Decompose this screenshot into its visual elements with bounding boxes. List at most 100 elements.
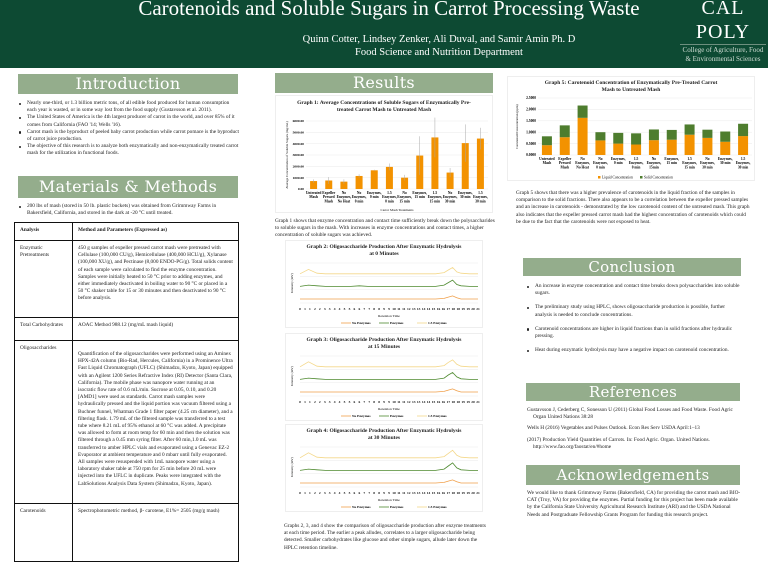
x-tick-label: 5 [344,307,346,311]
x-axis-label: Retention Time [378,407,400,411]
x-tick-label: 1.5 [741,157,746,161]
x-tick-label: Pressed [559,161,571,165]
x-tick-label: 0 min [355,199,364,203]
graph-3: Graph 3: Oligosaccharide Production Afte… [285,333,483,421]
graph-3-plot: Intensity (mV)0 1 1 2 2 3 3 4 4 5 5 6 6 7 7 8 8 9 9 10 11 11 1… [290,355,480,418]
chart-title: Graph 2: Oligosaccharide Production Afte… [306,244,462,257]
y-tick-label: 6000.00 [293,119,305,123]
results-heading: Results [275,73,493,93]
table-row: Total Carbohydrates AOAC Method 988.12 (m… [14,317,239,341]
x-tick-label: 6 [358,307,360,311]
series-line [299,462,478,471]
table-row: Oligosaccharides Quantification of the ol… [14,340,239,504]
x-tick-label: 7 [368,491,370,495]
x-tick-label: 30 min [720,161,730,165]
x-tick-label: 20 [471,491,475,495]
x-tick-label: 4 [339,491,341,495]
methods-table: Analysis Method and Parameters (Expressed… [14,222,239,562]
bar-segment [738,136,749,155]
x-tick-label: No [357,191,362,195]
x-tick-label: 0 min [632,165,641,169]
x-tick-label: 1.5 [433,191,438,195]
bar-segment [595,140,606,155]
x-tick-label: Mash [324,199,333,203]
x-tick-label: 2 [314,307,316,311]
table-cell: AOAC Method 988.12 (mg/mL mash liquid) [72,317,239,341]
x-tick-label: 3 [329,491,331,495]
bar-segment [577,117,588,155]
x-tick-label: 18 [452,400,456,404]
x-tick-label: 21 [476,307,480,311]
x-tick-label: Enzymes, [664,157,679,161]
x-tick-label: 1 [304,400,306,404]
legend-label: Solid Concentration [644,176,673,180]
x-tick-label: 20 [471,400,475,404]
x-tick-label: 5 [349,400,351,404]
x-tick-label: 0 min [370,195,379,199]
x-tick-label: 1 [309,307,311,311]
bar-segment [684,124,695,135]
chart-title: Graph 4: Oligosaccharide Production Afte… [306,428,462,441]
x-tick-label: 0 min [614,161,623,165]
x-tick-label: 18 [456,307,460,311]
x-tick-label: Mash [560,165,569,169]
y-tick-label: 1.0000 [526,130,536,134]
legend-swatch [640,176,643,179]
bar-segment [577,105,588,118]
logo-sub: College of Agriculture, Food & Environme… [682,46,764,63]
introduction-list: Nearly one-third, or 1.3 billion metric … [18,100,240,158]
y-tick-label: 0.5000 [526,142,536,146]
list-item: Carrot mash is the byproduct of peeled b… [18,129,240,143]
x-tick-label: 15 [432,491,436,495]
x-tick-label: Expeller [322,191,335,195]
graph-2: Graph 2: Oligosaccharide Production Afte… [285,240,483,328]
department: Food Science and Nutrition Department [355,47,523,58]
x-tick-label: 13 [412,491,416,495]
x-tick-label: 12 [407,491,411,495]
x-tick-label: No [580,157,585,161]
x-tick-label: 11 [397,400,401,404]
x-tick-label: 19 [461,400,465,404]
x-tick-label: 10 [392,400,396,404]
x-tick-label: No [652,157,657,161]
graph-4: Graph 4: Oligosaccharide Production Afte… [285,424,483,512]
x-tick-label: Enzymes, [352,195,367,199]
x-tick-label: 19 [461,491,465,495]
results-text-2: Graphs 2, 3, and 4 show the comparison o… [284,523,486,551]
x-tick-label: 0 [299,307,301,311]
series-line [300,479,478,484]
table-cell: Enzymatic Pretreatments [14,240,73,318]
x-tick-label: 17 [447,400,451,404]
y-tick-label: 4000.00 [293,142,305,146]
x-tick-label: 0 min [385,199,394,203]
x-tick-label: 9 [383,491,385,495]
table-cell: Spectrophotometric method, β- carotene, … [72,503,239,562]
x-tick-label: No Heat [338,199,351,203]
x-tick-label: No [705,157,710,161]
y-axis-label: Intensity (mV) [290,366,294,386]
reference-item: (2017) Production Yield Quantities of Ca… [527,436,710,450]
x-tick-label: 16 [442,491,446,495]
x-tick-label: Enzymes, [700,161,715,165]
list-item: The preliminary study using HPLC, shows … [526,304,742,318]
x-tick-label: 4 [334,491,336,495]
y-tick-label: 2.5000 [526,96,536,100]
legend-label: 1.5 Enzymes [428,414,447,418]
bar [461,143,469,189]
x-tick-label: 10 [392,491,396,495]
x-tick-label: Enzymes, [575,161,590,165]
x-tick-label: 30 min [475,199,485,203]
x-tick-label: Enzymes, [412,191,427,195]
x-tick-label: 18 [452,491,456,495]
bar-segment [631,144,642,155]
x-axis-label: Retention Time [378,314,400,318]
table-header: Analysis [14,222,73,241]
x-tick-label: 1.5 [634,157,639,161]
x-tick-label: 9 [383,400,385,404]
x-tick-label: 13 [412,307,416,311]
table-row: Enzymatic Pretreatments 450 g samples of … [14,240,239,318]
graph-2-plot: Intensity (mV)0 1 1 2 2 3 3 4 4 5 5 6 6 7 7 8 8 9 9 10 11 11 1… [290,262,480,325]
acknowledgements-text: We would like to thank Grimmway Farms (B… [527,490,741,518]
chart-title: Graph 1: Average Concentrations of Solub… [297,100,471,113]
x-tick-label: 5 [349,491,351,495]
